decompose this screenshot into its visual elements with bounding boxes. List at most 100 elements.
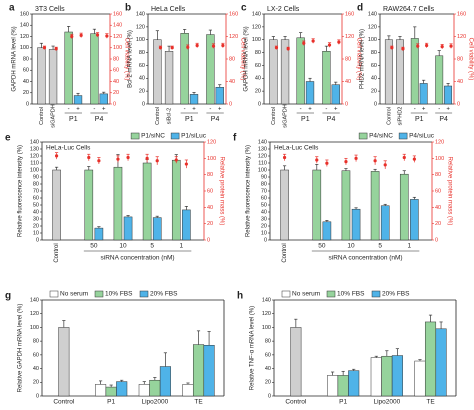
viability-point — [105, 34, 109, 38]
y-tick-label: 90 — [261, 174, 267, 180]
bar — [312, 169, 322, 241]
y-tick-label: 140 — [136, 11, 145, 17]
viability-point — [158, 46, 163, 50]
y-tick-label: 20 — [33, 223, 39, 229]
panel-f: 0102030405060708090100110120130140020406… — [233, 133, 452, 263]
sign-label: + — [422, 107, 426, 113]
protein-point — [354, 156, 358, 160]
bar — [180, 33, 189, 105]
y-tick-label: 20 — [265, 380, 271, 386]
protein-point — [383, 163, 387, 167]
y-tick-label: 20 — [23, 90, 29, 96]
control-protein-point — [54, 154, 59, 158]
bar — [327, 375, 339, 397]
y-tick-label: 20 — [371, 89, 377, 95]
bar — [138, 384, 150, 397]
y-tick-label: 60 — [255, 63, 261, 69]
viability-point — [211, 44, 216, 48]
legend-swatch — [371, 290, 381, 298]
bar — [171, 159, 181, 241]
protein-point — [373, 159, 377, 163]
y-tick-label: 140 — [252, 11, 261, 17]
y-tick-label: 110 — [30, 160, 39, 166]
y-right-tick-label: 60 — [113, 68, 119, 74]
bar — [322, 221, 332, 241]
legend-swatch — [326, 290, 336, 298]
panel-b: 0 20 40 60 80 100 120 140 0 40 80 120 160 b HeLa Cells… — [125, 3, 245, 125]
sign-label: + — [308, 107, 312, 113]
y-tick-label: 100 — [258, 167, 267, 173]
protein-point — [344, 160, 348, 164]
legend-swatch — [398, 132, 408, 140]
x-axis-label: siRNA concentration (nM) — [101, 255, 175, 262]
bar — [322, 51, 331, 105]
bar — [305, 81, 315, 105]
bar — [384, 39, 393, 105]
sign-label: - — [93, 107, 95, 113]
y-tick-label: 100 — [368, 37, 377, 43]
y-tick-label: 120 — [252, 24, 261, 30]
viability-point — [425, 43, 429, 48]
y-tick-label: 160 — [20, 11, 29, 17]
x-tick-label: Control — [39, 107, 45, 125]
y-right-tick-label: 120 — [207, 139, 216, 145]
legend-label: P4/siLuc — [409, 133, 435, 140]
control-bar — [52, 169, 61, 241]
control-protein-point — [282, 155, 287, 160]
x-tick-label: 1 — [408, 243, 412, 250]
y-right-axis-label: Cell viability (%) — [467, 38, 473, 81]
x-tick-label: Control — [53, 399, 75, 406]
y-tick-label: 80 — [33, 339, 39, 345]
group-label: P4 — [95, 116, 104, 123]
y-tick-label: 120 — [368, 24, 377, 30]
legend-swatch — [130, 132, 140, 140]
viability-point — [449, 44, 453, 48]
panel-letter: h — [237, 291, 243, 302]
bar — [73, 95, 83, 105]
panel-letter: d — [357, 3, 363, 14]
y-right-tick-label: 160 — [113, 11, 122, 17]
bar — [182, 209, 191, 241]
bar — [351, 208, 361, 241]
panel-title: 3T3 Cells — [35, 6, 65, 13]
y-tick-label: 120 — [20, 34, 29, 40]
y-right-tick-label: 40 — [457, 79, 463, 85]
bar — [116, 381, 128, 397]
control-bar — [290, 327, 302, 397]
y-tick-label: 100 — [30, 167, 39, 173]
y-right-tick-label: 80 — [345, 56, 351, 62]
y-tick-label: 100 — [30, 325, 39, 331]
y-axis-label: Relative fluorescence intensity (%) — [246, 145, 252, 237]
protein-point — [116, 157, 120, 161]
y-tick-label: 20 — [261, 223, 267, 229]
sign-label: + — [192, 107, 196, 113]
x-tick-label: 5 — [150, 243, 154, 250]
x-tick-label: 1 — [180, 243, 184, 250]
bar — [296, 37, 305, 105]
y-tick-label: 60 — [33, 352, 39, 358]
y-tick-label: 40 — [255, 76, 261, 82]
y-right-tick-label: 160 — [457, 11, 466, 17]
y-axis-label: Relative GAPDH mRNA level (%) — [18, 304, 24, 393]
bar — [381, 355, 393, 397]
bar — [410, 199, 419, 241]
panel-letter: b — [125, 3, 131, 14]
bar — [337, 375, 349, 397]
group-label: P4 — [211, 116, 220, 123]
protein-point — [155, 159, 159, 163]
panel-e: 0102030405060708090100110120130140020406… — [5, 133, 224, 263]
y-right-tick-label: 40 — [113, 79, 119, 85]
bar — [142, 162, 152, 241]
group-label: P4 — [439, 116, 448, 123]
y-tick-label: 40 — [33, 209, 39, 215]
x-tick-label: Lipo2000 — [141, 399, 168, 406]
panel-letter: a — [9, 3, 15, 14]
legend-label: P4/siNC — [369, 133, 393, 140]
sign-label: - — [209, 107, 211, 113]
legend-swatch — [94, 290, 104, 298]
y-right-tick-label: 120 — [457, 34, 466, 40]
x-tick-label: Lipo2000 — [373, 399, 400, 406]
x-tick-label: siGAPDH — [283, 104, 289, 128]
y-tick-label: 140 — [258, 139, 267, 145]
bar — [444, 85, 453, 105]
